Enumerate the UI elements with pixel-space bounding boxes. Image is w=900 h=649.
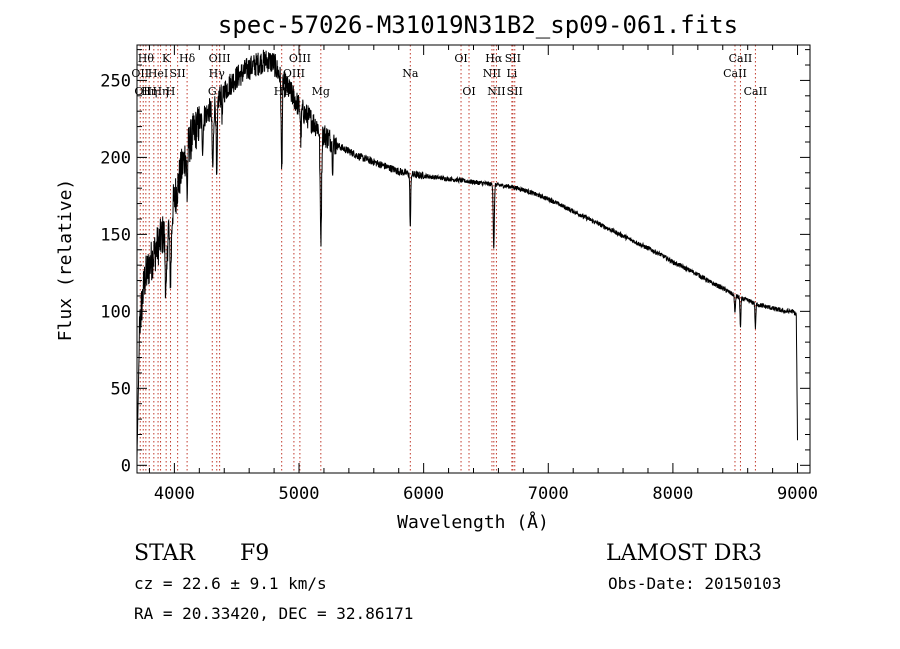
reference-label: Li [506, 67, 517, 80]
x-tick-label: 7000 [528, 484, 569, 504]
reference-label: Na [402, 67, 419, 80]
y-tick-label: 50 [111, 379, 131, 399]
reference-label: G [208, 85, 217, 98]
reference-line-labels: OIIOIIHθHηHeIHηKHSIIHδGHγOIIIHβOIIIOIIIM… [131, 52, 767, 98]
reference-label: Hα [485, 52, 503, 65]
reference-label: OIII [289, 52, 311, 65]
x-axis-ticks: 4000 5000 6000 7000 8000 9000 [148, 45, 818, 504]
plot-frame [136, 44, 811, 474]
chart-title: spec-57026-M31019N31B2_sp09-061.fits [218, 11, 738, 39]
x-tick-label: 4000 [154, 484, 195, 504]
observation-date: Obs-Date: 20150103 [608, 574, 781, 593]
x-tick-label: 8000 [652, 484, 693, 504]
reference-label: H [166, 85, 176, 98]
reference-label: SII [505, 52, 521, 65]
reference-label: CaII [744, 85, 768, 98]
reference-label: Hη [141, 85, 157, 98]
reference-label: CaII [729, 52, 753, 65]
redshift-velocity: cz = 22.6 ± 9.1 km/s [134, 574, 327, 593]
y-tick-label: 250 [100, 71, 131, 91]
coordinates: RA = 20.33420, DEC = 32.86171 [134, 604, 413, 623]
reference-label: Mg [312, 85, 330, 98]
y-tick-label: 200 [100, 148, 131, 168]
y-tick-label: 0 [121, 456, 131, 476]
y-tick-label: 100 [100, 302, 131, 322]
x-tick-label: 9000 [777, 484, 818, 504]
y-tick-label: 150 [100, 225, 131, 245]
y-axis-title: Flux (relative) [55, 179, 76, 342]
reference-lines [139, 45, 756, 473]
reference-label: HeI [148, 67, 168, 80]
object-class: STAR [134, 541, 196, 566]
spectrum-line [136, 49, 798, 458]
reference-label: Hθ [138, 52, 155, 65]
x-axis-title: Wavelength (Å) [397, 511, 549, 533]
reference-label: Hγ [209, 67, 226, 80]
survey-name: LAMOST DR3 [606, 541, 762, 566]
reference-label: OI [462, 85, 475, 98]
reference-label: NII [487, 85, 505, 98]
reference-label: SII [170, 67, 186, 80]
object-subclass: F9 [240, 541, 269, 566]
reference-label: SII [507, 85, 523, 98]
reference-label: K [162, 52, 171, 65]
reference-label: Hη [152, 85, 168, 98]
reference-label: NII [483, 67, 501, 80]
reference-label: OII [131, 67, 149, 80]
x-tick-label: 5000 [279, 484, 320, 504]
y-axis-ticks: 0 50 100 150 200 250 [100, 49, 810, 476]
reference-label: OIII [209, 52, 231, 65]
reference-label: OI [454, 52, 467, 65]
reference-label: Hδ [179, 52, 196, 65]
x-tick-label: 6000 [403, 484, 444, 504]
reference-label: OIII [283, 67, 305, 80]
reference-label: CaII [723, 67, 747, 80]
reference-label: OII [134, 85, 152, 98]
